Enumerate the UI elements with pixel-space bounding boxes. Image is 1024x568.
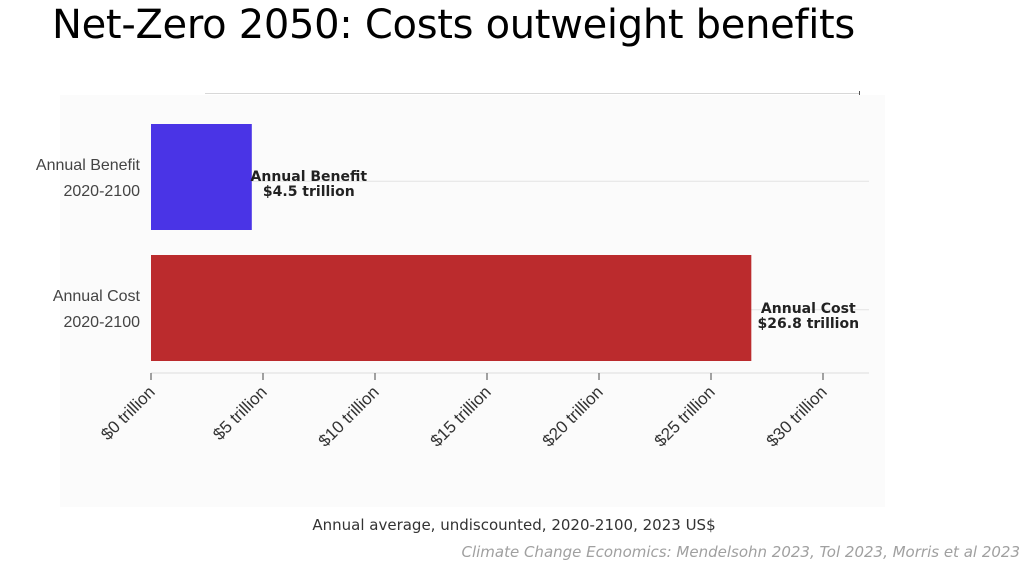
data-label: $26.8 trillion (758, 316, 860, 332)
x-tick-label: $5 trillion (209, 382, 271, 444)
slide-title: Net-Zero 2050: Costs outweight benefits (52, 2, 855, 48)
data-label: $4.5 trillion (263, 184, 355, 200)
x-tick-label: $10 trillion (315, 382, 383, 450)
category-label: Annual Benefit (36, 157, 141, 174)
category-label: 2020-2100 (63, 183, 140, 200)
top-rule (205, 93, 860, 94)
source-citation: Climate Change Economics: Mendelsohn 202… (461, 543, 1020, 561)
top-tick-mark (859, 91, 860, 95)
category-label: 2020-2100 (63, 314, 140, 331)
x-tick-label: $0 trillion (97, 382, 159, 444)
data-label: Annual Benefit (251, 169, 368, 185)
x-tick-label: $30 trillion (763, 382, 831, 450)
x-tick-label: $15 trillion (427, 382, 495, 450)
bar (151, 124, 252, 230)
category-label: Annual Cost (53, 288, 141, 305)
data-label: Annual Cost (761, 301, 856, 317)
x-axis-label: Annual average, undiscounted, 2020-2100,… (312, 516, 716, 534)
x-tick-label: $25 trillion (651, 382, 719, 450)
bar (151, 255, 752, 361)
x-tick-label: $20 trillion (539, 382, 607, 450)
